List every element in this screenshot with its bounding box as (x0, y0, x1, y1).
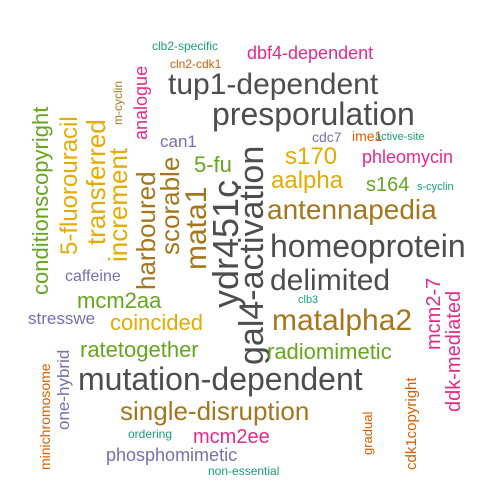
word-clb2-specific: clb2-specific (152, 39, 219, 53)
word-dbf4-dependent: dbf4-dependent (247, 43, 374, 63)
word-matalpha2: matalpha2 (272, 304, 413, 337)
word-ddk-mediated: ddk-mediated (443, 290, 465, 412)
word-coincided: coincided (110, 310, 203, 335)
word-ime1: ime1 (352, 128, 383, 144)
word-tup1-dependent: tup1-dependent (168, 68, 379, 101)
word-phleomycin: phleomycin (362, 147, 454, 167)
word-can1: can1 (160, 132, 197, 151)
word-homeoprotein: homeoprotein (270, 228, 466, 264)
word-gradual: gradual (360, 411, 375, 455)
word-one-hybrid: one-hybrid (54, 349, 73, 430)
word-5-fluorouracil: 5-fluorouracil (56, 116, 83, 255)
word-ordering: ordering (128, 427, 173, 441)
word-mcm2ee: mcm2ee (193, 426, 270, 448)
word-delimited: delimited (270, 264, 391, 297)
word-non-essential: non-essential (208, 464, 280, 478)
word-cdk1copyright: cdk1copyright (403, 377, 420, 470)
word-presporulation: presporulation (212, 96, 415, 132)
word-caffeine: caffeine (65, 268, 121, 285)
word-antennapedia: antennapedia (267, 194, 437, 225)
word-stresswe: stresswe (28, 309, 96, 328)
word-cln2-cdk1: cln2-cdk1 (170, 57, 222, 71)
word-ratetogether: ratetogether (80, 337, 199, 362)
word-mutation-dependent: mutation-dependent (78, 361, 363, 397)
word-single-disruption: single-disruption (120, 396, 310, 426)
word-cdc7: cdc7 (312, 129, 342, 145)
word-gal4-activation: gal4-activation (233, 145, 271, 365)
word-mcm2aa: mcm2aa (77, 288, 162, 313)
word-active-site: active-site (375, 131, 425, 143)
word-s170: s170 (285, 143, 338, 170)
word-clb3: clb3 (298, 294, 319, 306)
word-mcm2-7: mcm2-7 (423, 277, 445, 350)
word-radiomimetic: radiomimetic (267, 339, 392, 364)
word-s-cyclin: s-cyclin (417, 181, 454, 193)
word-increment: increment (103, 147, 133, 262)
word-phosphomimetic: phosphomimetic (106, 445, 238, 465)
word-minichromosome: minichromosome (37, 363, 53, 470)
word-conditionscopyright: conditionscopyright (28, 106, 53, 295)
word-aalpha: aalpha (271, 167, 344, 194)
word-5-fu: 5-fu (194, 152, 232, 177)
word-s164: s164 (366, 174, 410, 196)
word-m-cyclin: m-cyclin (111, 81, 125, 125)
word-analogue: analogue (131, 65, 151, 140)
